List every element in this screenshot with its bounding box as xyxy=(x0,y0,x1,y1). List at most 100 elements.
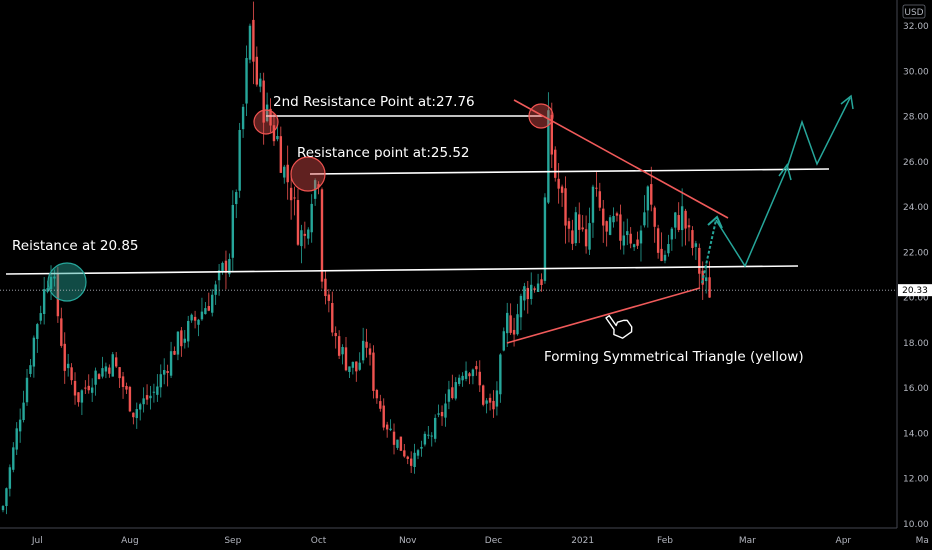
candle xyxy=(663,250,667,264)
second-resistance-circle-marker[interactable] xyxy=(253,109,279,135)
support-circle-marker[interactable] xyxy=(47,262,87,302)
candle xyxy=(482,384,485,407)
candle xyxy=(622,221,626,255)
candle xyxy=(173,346,176,355)
candle xyxy=(289,171,293,220)
candle xyxy=(135,402,138,429)
candle xyxy=(540,273,543,292)
candle xyxy=(12,442,15,473)
candle xyxy=(457,374,461,387)
recent-resistance-circle-marker[interactable] xyxy=(528,103,554,129)
candle xyxy=(231,190,235,271)
projection-zigzag-1[interactable] xyxy=(715,167,788,268)
time-tick-label: Feb xyxy=(657,536,673,546)
candle xyxy=(368,343,372,366)
candle xyxy=(694,240,698,260)
candle xyxy=(283,164,286,184)
candle xyxy=(22,390,25,423)
candle xyxy=(595,171,598,197)
candle xyxy=(704,264,708,294)
candle xyxy=(608,214,612,236)
resistance-line-25-52[interactable] xyxy=(309,168,830,175)
candle xyxy=(385,421,389,438)
candle xyxy=(5,487,8,515)
projection-zigzag-2[interactable] xyxy=(786,97,851,169)
candle xyxy=(423,431,427,447)
candle xyxy=(238,122,241,198)
candle xyxy=(60,307,63,348)
candle xyxy=(588,207,591,256)
price-tick-label: 24.00 xyxy=(903,203,929,213)
candle xyxy=(440,405,444,426)
ascending-trend-line[interactable] xyxy=(506,287,701,344)
candle xyxy=(478,360,481,393)
candle xyxy=(626,218,629,246)
candle xyxy=(176,331,180,361)
candle xyxy=(300,224,303,264)
candle xyxy=(159,364,162,398)
price-tick-label: 22.00 xyxy=(903,248,929,258)
candle xyxy=(409,451,413,473)
candle xyxy=(567,217,571,243)
candle xyxy=(163,358,166,385)
candle xyxy=(447,380,451,410)
candle xyxy=(114,352,118,368)
candle xyxy=(375,388,379,404)
candle xyxy=(698,243,701,289)
candle xyxy=(619,204,622,250)
candle xyxy=(646,185,650,228)
candle xyxy=(80,389,84,416)
candle xyxy=(1,505,5,513)
annotation-layer: Reistance at 20.85 Resistance point at:2… xyxy=(5,94,854,365)
candle xyxy=(636,231,639,249)
price-axis[interactable]: 10.00 12.00 14.00 16.00 18.00 20.00 22.00 24.00… xyxy=(903,22,929,530)
time-tick-label: Mar xyxy=(739,536,756,546)
projection-dotted-arrow[interactable] xyxy=(701,219,717,284)
currency-badge[interactable] xyxy=(902,4,926,19)
candle xyxy=(73,372,77,405)
candle xyxy=(53,269,56,287)
candle xyxy=(259,72,262,93)
candle xyxy=(193,310,197,329)
candle xyxy=(674,211,677,239)
candle xyxy=(152,383,156,403)
price-tick-label: 14.00 xyxy=(903,429,929,439)
time-axis[interactable]: Jul Aug Sep Oct Nov Dec 2021 Feb Mar Apr Ma xyxy=(31,536,929,546)
candle xyxy=(262,72,265,145)
candle xyxy=(584,215,588,254)
candle xyxy=(574,206,578,246)
candle xyxy=(468,372,471,385)
candle xyxy=(128,385,132,413)
candle xyxy=(245,45,248,117)
time-tick-label: Jul xyxy=(31,536,43,546)
candle xyxy=(36,322,39,353)
resistance-circle-marker[interactable] xyxy=(290,156,326,192)
candle xyxy=(523,282,526,311)
resistance-line-20-85[interactable] xyxy=(5,265,799,275)
candle xyxy=(382,398,385,431)
time-tick-label: Ma xyxy=(916,536,929,546)
candles-layer xyxy=(1,1,711,515)
time-tick-label: 2021 xyxy=(571,536,594,546)
time-tick-label: Nov xyxy=(399,536,417,546)
candle xyxy=(543,193,547,284)
candle xyxy=(56,266,60,323)
candle xyxy=(557,163,560,204)
candle xyxy=(125,382,128,395)
candle xyxy=(591,184,595,238)
candle xyxy=(632,243,636,251)
candle xyxy=(101,356,104,379)
candle xyxy=(25,368,29,406)
candle xyxy=(560,184,564,207)
candle xyxy=(509,303,512,335)
candle xyxy=(341,344,344,365)
candle xyxy=(272,112,276,146)
candle xyxy=(684,208,687,246)
candle xyxy=(361,327,365,364)
candle xyxy=(437,404,440,418)
descending-trend-line[interactable] xyxy=(513,99,729,219)
candle xyxy=(502,327,505,352)
candle xyxy=(687,218,691,242)
